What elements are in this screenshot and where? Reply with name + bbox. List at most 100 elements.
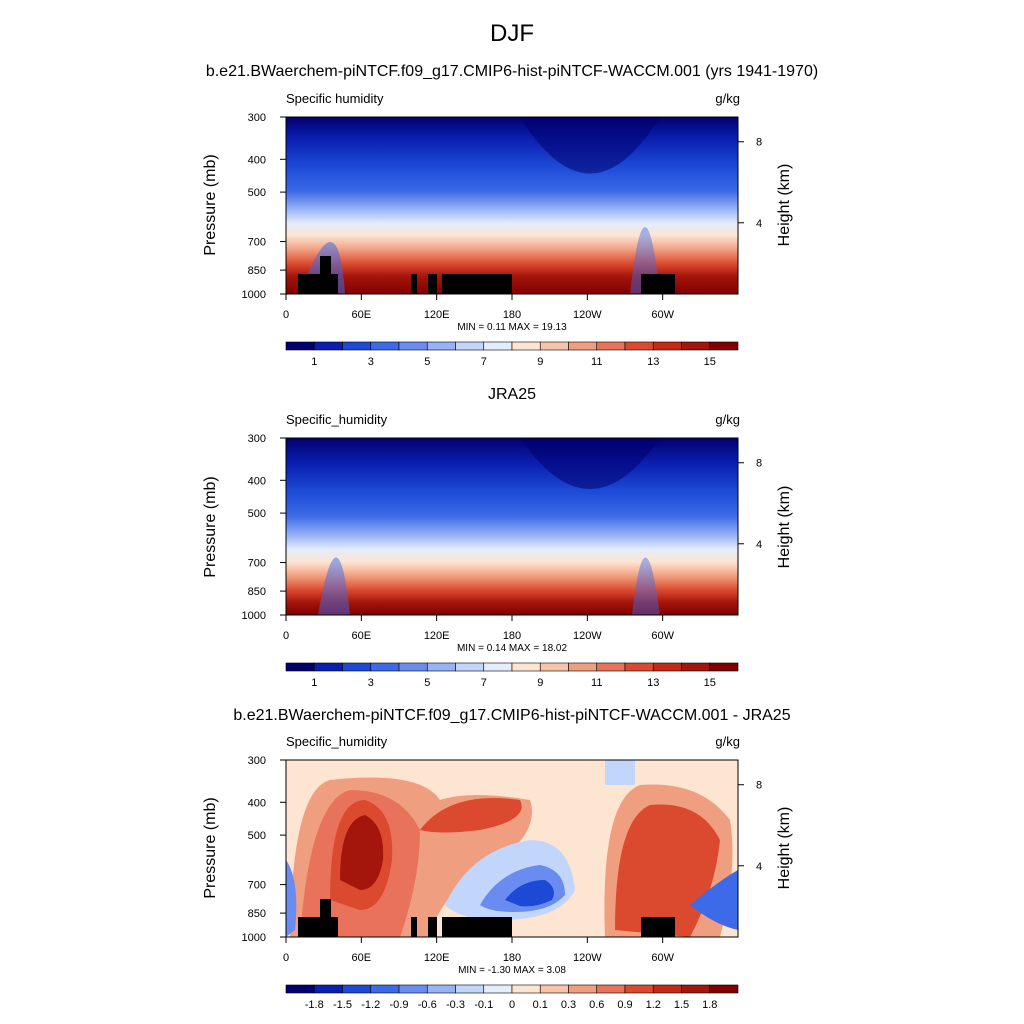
colorbar-label: -1.2 [361, 999, 380, 1011]
panel3-min-max: MIN = -1.30 MAX = 3.08 [458, 965, 566, 976]
colorbar-label: 15 [704, 356, 716, 368]
x-tick-label: 180 [503, 952, 521, 964]
colorbar-swatch [483, 984, 513, 994]
colorbar-label: -0.6 [418, 999, 437, 1011]
colorbar-label: 7 [481, 677, 487, 689]
panel2-title: JRA25 [487, 386, 537, 403]
right-y-tick-label: 8 [756, 458, 762, 470]
colorbar-swatch [596, 984, 626, 994]
panel3-units-label: g/kg [715, 734, 740, 749]
panel1-topography [298, 256, 675, 294]
colorbar-label: 3 [368, 677, 374, 689]
x-tick-label: 120E [424, 630, 450, 642]
y-tick-label: 400 [248, 797, 266, 809]
y-tick-label: 400 [248, 154, 266, 166]
colorbar-swatch [342, 984, 372, 994]
y-tick-label: 1000 [242, 289, 266, 301]
y-tick-label: 850 [248, 265, 266, 277]
y-tick-label: 850 [248, 586, 266, 598]
y-tick-label: 400 [248, 475, 266, 487]
right-y-tick-label: 8 [756, 137, 762, 149]
y-tick-label: 1000 [242, 610, 266, 622]
colorbar-label: 1.8 [702, 999, 717, 1011]
panel1-min-max: MIN = 0.11 MAX = 19.13 [457, 322, 567, 333]
x-tick-label: 120W [573, 630, 602, 642]
right-y-tick-label: 8 [756, 780, 762, 792]
panel3-colorbar: -1.8 -1.5 -1.2 -0.9 -0.6 -0.3 -0.1 0 0.1 0.3 0.6 0.… [285, 984, 739, 1011]
x-tick-label: 180 [503, 309, 521, 321]
x-tick-label: 60W [651, 309, 674, 321]
colorbar-label: 13 [647, 356, 659, 368]
x-tick-label: 0 [283, 630, 289, 642]
y-tick-label: 700 [248, 558, 266, 570]
panel2-units-label: g/kg [715, 412, 740, 427]
x-tick-label: 0 [283, 309, 289, 321]
x-tick-label: 60E [352, 309, 372, 321]
colorbar-swatch [652, 984, 682, 994]
colorbar-swatch [539, 984, 569, 994]
panel3-y-axis-label: Pressure (mb) [202, 797, 219, 899]
panel2-min-max: MIN = 0.14 MAX = 18.02 [456, 643, 568, 654]
colorbar-label: 1 [311, 356, 317, 368]
colorbar-swatch [398, 984, 428, 994]
x-tick-label: 180 [503, 630, 521, 642]
colorbar-label: 11 [591, 356, 602, 368]
colorbar-label: 0.1 [533, 999, 548, 1011]
colorbar-label: 3 [368, 356, 374, 368]
colorbar-label: 0 [509, 999, 515, 1011]
colorbar-swatch [285, 984, 315, 994]
panel3-right-axis-label: Height (km) [776, 806, 793, 890]
y-tick-label: 500 [248, 830, 266, 842]
panel2-variable-label: Specific_humidity [286, 412, 388, 427]
panel2-colorbar: 1 3 5 7 9 11 13 15 [285, 662, 739, 689]
colorbar-label: 5 [424, 677, 430, 689]
colorbar-label: -1.5 [333, 999, 352, 1011]
colorbar-label: 1.5 [674, 999, 689, 1011]
colorbar-label: -1.8 [305, 999, 324, 1011]
y-tick-label: 850 [248, 908, 266, 920]
y-tick-label: 300 [248, 755, 266, 767]
y-tick-label: 500 [248, 508, 266, 520]
figure-title: DJF [490, 20, 534, 47]
colorbar-label: -0.1 [474, 999, 493, 1011]
x-tick-label: 120E [424, 952, 450, 964]
colorbar-label: 11 [591, 677, 602, 689]
panel1-colorbar: 1 3 5 7 9 11 13 15 [285, 341, 739, 368]
panel1-title: b.e21.BWaerchem-piNTCF.f09_g17.CMIP6-his… [205, 63, 819, 80]
x-tick-label: 120E [424, 309, 450, 321]
x-tick-label: 0 [283, 952, 289, 964]
y-tick-label: 700 [248, 237, 266, 249]
panel1-plot: 0 60E 120E 180 120W 60W 300 400 500 700 850 1000 8 4 [242, 112, 763, 321]
colorbar-swatch [511, 984, 541, 994]
panel3-topography [298, 899, 675, 937]
x-tick-label: 60E [352, 952, 372, 964]
x-tick-label: 120W [573, 309, 602, 321]
panel3-title: b.e21.BWaerchem-piNTCF.f09_g17.CMIP6-his… [233, 707, 791, 724]
right-y-tick-label: 4 [756, 218, 762, 230]
colorbar-swatch [568, 984, 598, 994]
x-tick-label: 120W [573, 952, 602, 964]
colorbar-swatch [709, 984, 739, 994]
colorbar-label: 5 [424, 356, 430, 368]
colorbar-swatch [709, 662, 739, 672]
y-tick-label: 500 [248, 187, 266, 199]
colorbar-swatch [455, 984, 485, 994]
colorbar-label: 13 [647, 677, 659, 689]
colorbar-label: 1.2 [646, 999, 661, 1011]
right-y-tick-label: 4 [756, 539, 762, 551]
colorbar-label: 0.9 [617, 999, 632, 1011]
colorbar-swatch [624, 984, 654, 994]
y-tick-label: 300 [248, 433, 266, 445]
colorbar-label: 9 [537, 677, 543, 689]
colorbar-swatch [370, 984, 400, 994]
y-tick-label: 1000 [242, 932, 266, 944]
panel1-units-label: g/kg [715, 91, 740, 106]
colorbar-swatch [426, 984, 456, 994]
colorbar-label: 0.3 [561, 999, 576, 1011]
x-tick-label: 60W [651, 952, 674, 964]
colorbar-label: 15 [704, 677, 716, 689]
right-y-tick-label: 4 [756, 861, 762, 873]
x-tick-label: 60W [651, 630, 674, 642]
x-tick-label: 60E [352, 630, 372, 642]
